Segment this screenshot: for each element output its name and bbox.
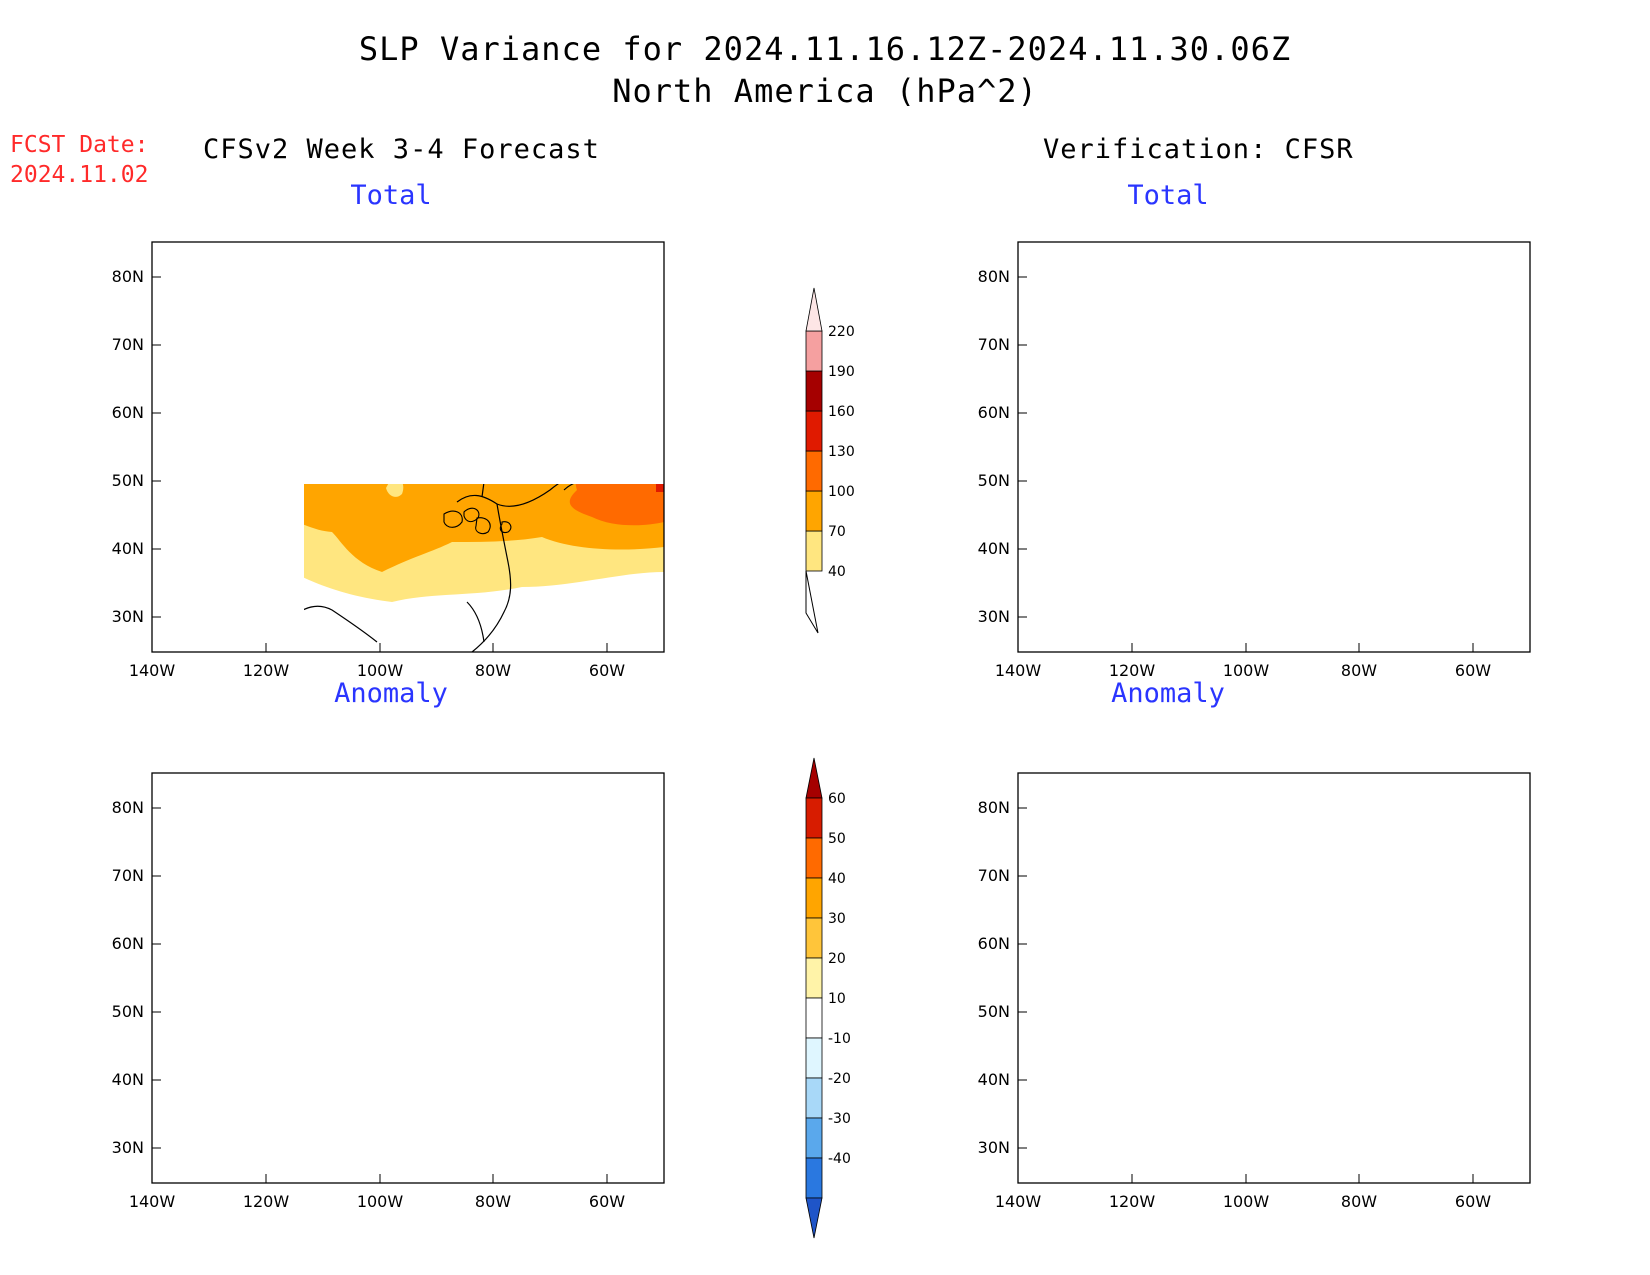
lat-label: 30N [978, 607, 1010, 626]
colorbar-total-labels: 40 70 100 130 160 190 220 [828, 324, 855, 580]
lon-label: 140W [995, 1192, 1042, 1211]
lat-label: 80N [112, 267, 144, 286]
panel-title-verification-anomaly: Anomaly [1111, 678, 1225, 709]
lon-label: 140W [129, 1192, 176, 1211]
lat-label: 40N [112, 1070, 144, 1089]
colorbar-total-label: 220 [828, 324, 855, 340]
map-forecast-total [151, 241, 665, 653]
colorbar-total-label: 70 [828, 524, 846, 540]
lon-label: 80W [475, 1192, 511, 1211]
lat-label: 40N [112, 539, 144, 558]
lat-label: 80N [978, 798, 1010, 817]
colorbar-anomaly-label: 60 [828, 791, 846, 807]
lon-label: 60W [589, 1192, 625, 1211]
lat-label: 50N [978, 471, 1010, 490]
fcst-date-label: FCST Date: [10, 132, 149, 158]
chart-subtitle: North America (hPa^2) [612, 72, 1038, 110]
lon-label: 100W [1223, 1192, 1270, 1211]
panel-title-forecast-anomaly: Anomaly [334, 678, 448, 709]
lat-label: 80N [112, 798, 144, 817]
fcst-date-value: 2024.11.02 [10, 162, 149, 188]
map-verification-total [1017, 241, 1531, 653]
colorbar-total-label: 190 [828, 364, 855, 380]
lat-label: 60N [978, 934, 1010, 953]
lon-label: 120W [1109, 1192, 1156, 1211]
lat-label: 80N [978, 267, 1010, 286]
lat-label: 60N [112, 934, 144, 953]
colorbar-anomaly [805, 757, 823, 1239]
colorbar-total-label: 160 [828, 404, 855, 420]
lat-label: 40N [978, 539, 1010, 558]
lon-label: 60W [1455, 661, 1491, 680]
axis-labels: 80N 70N 60N 50N 40N 30N 140W 120W 100W 8… [112, 267, 1492, 1211]
lon-label: 100W [357, 1192, 404, 1211]
colorbar-total [805, 287, 823, 634]
lon-label: 80W [1341, 1192, 1377, 1211]
colorbar-total-label: 40 [828, 564, 846, 580]
lon-label: 80W [475, 661, 511, 680]
colorbar-anomaly-label: 10 [828, 991, 846, 1007]
lon-label: 60W [1455, 1192, 1491, 1211]
lat-label: 60N [112, 403, 144, 422]
lat-label: 30N [112, 1138, 144, 1157]
chart-title: SLP Variance for 2024.11.16.12Z-2024.11.… [358, 30, 1292, 68]
lat-label: 70N [112, 866, 144, 885]
forecast-column-heading: CFSv2 Week 3-4 Forecast [203, 134, 600, 165]
lon-label: 80W [1341, 661, 1377, 680]
colorbar-anomaly-label: -10 [828, 1031, 851, 1047]
lat-label: 40N [978, 1070, 1010, 1089]
panel-title-verification-total: Total [1127, 180, 1209, 211]
lat-label: 50N [112, 471, 144, 490]
lon-label: 60W [589, 661, 625, 680]
colorbar-anomaly-labels: 60 50 40 30 20 10 -10 -20 -30 -40 [828, 791, 851, 1167]
colorbar-anomaly-label: 20 [828, 951, 846, 967]
map-verification-anomaly [1017, 772, 1531, 1184]
lat-label: 70N [978, 335, 1010, 354]
verification-column-heading: Verification: CFSR [1043, 134, 1354, 165]
lon-label: 140W [129, 661, 176, 680]
colorbar-anomaly-label: -20 [828, 1071, 851, 1087]
lon-label: 100W [1223, 661, 1270, 680]
colorbar-anomaly-label: -40 [828, 1151, 851, 1167]
lat-label: 30N [978, 1138, 1010, 1157]
colorbar-anomaly-label: 30 [828, 911, 846, 927]
colorbar-total-label: 100 [828, 484, 855, 500]
colorbar-anomaly-label: -30 [828, 1111, 851, 1127]
map-forecast-anomaly [151, 772, 665, 1184]
lon-label: 120W [1109, 661, 1156, 680]
lat-label: 50N [978, 1002, 1010, 1021]
lon-label: 120W [243, 661, 290, 680]
panel-title-forecast-total: Total [350, 180, 432, 211]
lat-label: 50N [112, 1002, 144, 1021]
colorbar-total-label: 130 [828, 444, 855, 460]
lon-label: 140W [995, 661, 1042, 680]
lon-label: 120W [243, 1192, 290, 1211]
lat-label: 60N [978, 403, 1010, 422]
lat-label: 70N [978, 866, 1010, 885]
lon-label: 100W [357, 661, 404, 680]
lat-label: 70N [112, 335, 144, 354]
lat-label: 30N [112, 607, 144, 626]
colorbar-anomaly-label: 40 [828, 871, 846, 887]
colorbar-anomaly-label: 50 [828, 831, 846, 847]
